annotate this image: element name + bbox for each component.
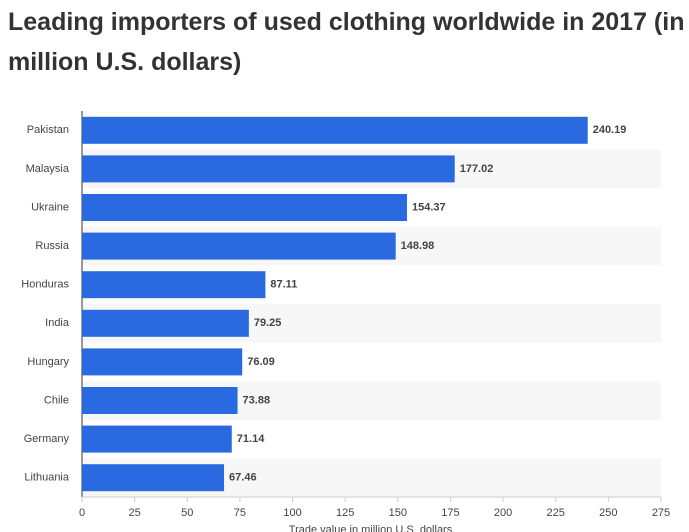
x-tick-label: 75 xyxy=(234,507,246,519)
x-tick-label: 250 xyxy=(599,507,617,519)
y-tick-label: Russia xyxy=(35,240,70,252)
chart-title: Leading importers of used clothing world… xyxy=(8,8,685,76)
data-label: 148.98 xyxy=(401,240,435,252)
data-label: 240.19 xyxy=(593,124,627,136)
x-tick-label: 0 xyxy=(79,507,85,519)
x-tick-label: 125 xyxy=(336,507,354,519)
x-tick-label: 200 xyxy=(494,507,512,519)
x-tick-label: 150 xyxy=(389,507,407,519)
x-tick-label: 175 xyxy=(441,507,459,519)
bar xyxy=(82,116,588,144)
y-tick-label: Germany xyxy=(24,433,70,445)
x-tick-label: 225 xyxy=(547,507,565,519)
bar xyxy=(82,194,408,221)
y-tick-label: Honduras xyxy=(21,279,69,291)
data-label: 67.46 xyxy=(229,472,257,484)
bar xyxy=(82,464,225,492)
data-label: 177.02 xyxy=(460,163,494,175)
x-tick-label: 50 xyxy=(181,507,193,519)
bar xyxy=(82,387,238,414)
y-tick-label: Lithuania xyxy=(24,472,70,484)
data-label: 76.09 xyxy=(247,356,275,368)
bar xyxy=(82,309,249,337)
y-tick-label: Malaysia xyxy=(26,163,70,175)
bar xyxy=(82,155,455,183)
x-axis-label: Trade value in million U.S. dollars xyxy=(289,524,453,532)
bar xyxy=(82,232,396,260)
data-label: 79.25 xyxy=(254,317,282,329)
data-label: 87.11 xyxy=(270,279,297,291)
y-tick-label: Hungary xyxy=(27,356,69,368)
x-tick-label: 25 xyxy=(129,507,141,519)
bar xyxy=(82,425,232,453)
bar xyxy=(82,348,243,376)
data-label: 73.88 xyxy=(243,394,271,406)
y-tick-label: Pakistan xyxy=(27,124,69,136)
x-tick-label: 275 xyxy=(652,507,670,519)
y-tick-label: Ukraine xyxy=(31,201,69,213)
bar xyxy=(82,271,266,299)
y-tick-label: India xyxy=(45,317,70,329)
data-label: 71.14 xyxy=(237,433,265,445)
data-label: 154.37 xyxy=(412,201,446,213)
y-tick-label: Chile xyxy=(44,394,69,406)
x-tick-label: 100 xyxy=(283,507,301,519)
